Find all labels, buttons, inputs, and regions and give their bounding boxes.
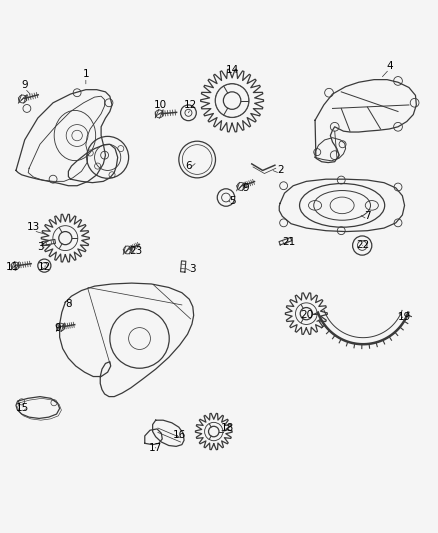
Text: 23: 23: [129, 246, 143, 256]
Text: 11: 11: [6, 262, 20, 271]
Text: 19: 19: [398, 312, 411, 322]
Circle shape: [223, 92, 241, 109]
Text: 1: 1: [82, 69, 89, 79]
Text: 6: 6: [185, 161, 192, 171]
Text: 8: 8: [65, 298, 72, 309]
Circle shape: [353, 236, 372, 255]
Text: 17: 17: [149, 443, 162, 453]
Text: 10: 10: [153, 100, 166, 110]
Text: 9: 9: [242, 183, 248, 193]
Text: 2: 2: [277, 165, 283, 175]
Text: 22: 22: [357, 240, 370, 249]
Circle shape: [155, 110, 163, 118]
Circle shape: [57, 323, 64, 331]
Text: 21: 21: [282, 238, 296, 247]
Circle shape: [185, 109, 192, 116]
Circle shape: [237, 182, 245, 190]
Text: 9: 9: [54, 322, 61, 333]
Circle shape: [300, 308, 312, 320]
Text: 16: 16: [173, 430, 186, 440]
Text: 9: 9: [21, 80, 28, 90]
Circle shape: [124, 246, 131, 254]
Circle shape: [11, 262, 19, 270]
Text: 5: 5: [229, 196, 235, 206]
Circle shape: [38, 259, 51, 272]
Text: 14: 14: [226, 65, 239, 75]
Text: 20: 20: [300, 310, 313, 319]
Text: 7: 7: [364, 211, 371, 221]
Circle shape: [217, 189, 235, 206]
Text: 15: 15: [16, 403, 29, 414]
Text: 12: 12: [184, 100, 197, 110]
Circle shape: [59, 231, 72, 245]
Text: 18: 18: [221, 423, 234, 433]
Text: 13: 13: [27, 222, 40, 232]
Circle shape: [41, 263, 47, 269]
Circle shape: [208, 426, 219, 437]
Text: 3: 3: [37, 242, 43, 252]
Text: 4: 4: [386, 61, 392, 71]
Text: 12: 12: [38, 262, 51, 271]
Text: 3: 3: [190, 264, 196, 273]
Circle shape: [357, 241, 367, 251]
Circle shape: [180, 105, 196, 120]
Circle shape: [19, 95, 27, 103]
Circle shape: [222, 193, 230, 202]
